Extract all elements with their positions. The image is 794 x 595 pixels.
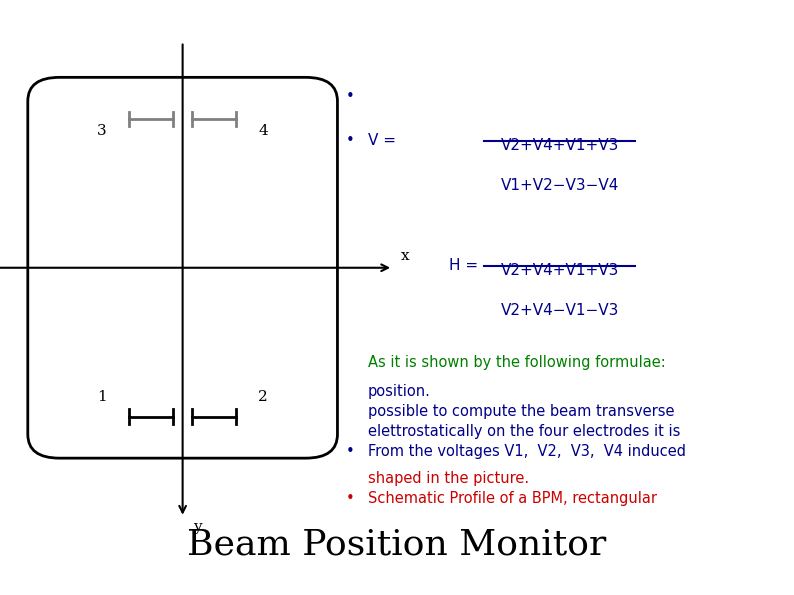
Text: •: • <box>345 89 354 104</box>
Text: •: • <box>345 491 354 506</box>
Text: H =: H = <box>449 258 478 274</box>
Text: 2: 2 <box>258 390 268 404</box>
FancyBboxPatch shape <box>28 77 337 458</box>
Text: y: y <box>193 519 201 534</box>
Text: From the voltages V1,  V2,  V3,  V4 induced: From the voltages V1, V2, V3, V4 induced <box>368 444 686 459</box>
Text: 3: 3 <box>98 124 107 137</box>
Text: x: x <box>401 249 409 263</box>
Text: elettrostatically on the four electrodes it is: elettrostatically on the four electrodes… <box>368 424 680 439</box>
Text: V =: V = <box>368 133 395 149</box>
Text: V2+V4+V1+V3: V2+V4+V1+V3 <box>500 263 619 278</box>
Text: Schematic Profile of a BPM, rectangular: Schematic Profile of a BPM, rectangular <box>368 491 657 506</box>
Text: 1: 1 <box>97 390 107 404</box>
Text: shaped in the picture.: shaped in the picture. <box>368 471 529 486</box>
Text: As it is shown by the following formulae:: As it is shown by the following formulae… <box>368 355 665 369</box>
Text: •: • <box>345 133 354 149</box>
Text: 4: 4 <box>258 124 268 137</box>
Text: V2+V4+V1+V3: V2+V4+V1+V3 <box>500 138 619 153</box>
Text: V2+V4−V1−V3: V2+V4−V1−V3 <box>500 303 619 318</box>
Text: Beam Position Monitor: Beam Position Monitor <box>187 527 607 562</box>
Text: position.: position. <box>368 384 430 399</box>
Text: •: • <box>345 444 354 459</box>
Text: V1+V2−V3−V4: V1+V2−V3−V4 <box>500 178 619 193</box>
Text: possible to compute the beam transverse: possible to compute the beam transverse <box>368 404 674 419</box>
